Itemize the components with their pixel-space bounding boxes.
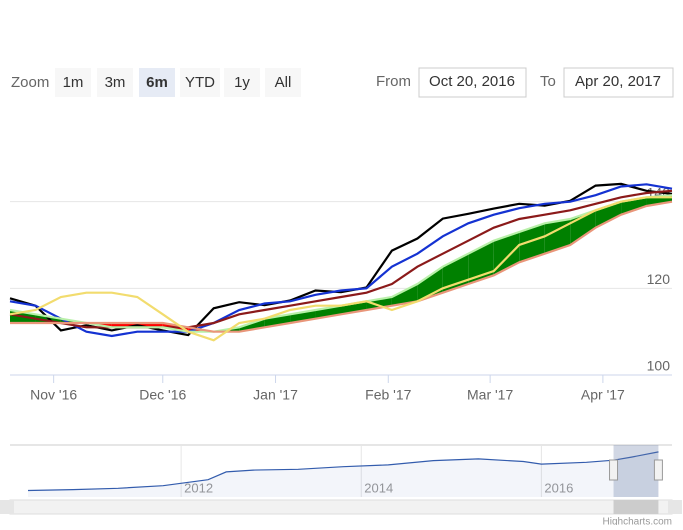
- to-input[interactable]: [563, 67, 674, 98]
- cloud-segment: [290, 310, 316, 323]
- credits[interactable]: Highcharts.com: [603, 517, 672, 528]
- x-tick-label: Nov '16: [30, 387, 77, 403]
- range-button[interactable]: [55, 68, 91, 97]
- to-label: To: [540, 73, 556, 90]
- x-tick-label: Dec '16: [139, 387, 186, 403]
- scrollbar-button[interactable]: [0, 500, 14, 514]
- range-button[interactable]: [265, 68, 301, 97]
- range-button[interactable]: [97, 68, 133, 97]
- series-line: [10, 200, 673, 333]
- cloud-segment: [391, 284, 418, 306]
- range-button-label[interactable]: 6m: [146, 74, 168, 91]
- range-button[interactable]: [180, 68, 220, 97]
- x-tick-label: Feb '17: [365, 387, 411, 403]
- navigator-area: [28, 451, 659, 497]
- zoom-label: Zoom: [11, 74, 49, 91]
- scrollbar-track[interactable]: [9, 499, 673, 515]
- navigator-mask[interactable]: [613, 445, 659, 497]
- range-button-label[interactable]: All: [275, 74, 292, 91]
- navigator-tick-label: 2016: [544, 480, 573, 495]
- navigator-handle[interactable]: [609, 459, 619, 481]
- range-button[interactable]: [139, 68, 175, 97]
- series-line: [9, 196, 672, 342]
- from-value[interactable]: Oct 20, 2016: [429, 73, 515, 90]
- from-label: From: [376, 73, 411, 90]
- x-tick-label: Apr '17: [581, 387, 625, 403]
- cloud-segment: [366, 297, 392, 310]
- range-button-label[interactable]: 1m: [63, 74, 84, 91]
- scrollbar-button[interactable]: [668, 500, 682, 514]
- navigator-line: [27, 451, 659, 492]
- range-button-label[interactable]: 3m: [105, 74, 126, 91]
- cloud-segment: [595, 201, 622, 228]
- y-tick-label: 100: [647, 358, 671, 374]
- from-input[interactable]: [418, 67, 527, 98]
- range-button-label[interactable]: 1y: [234, 74, 250, 91]
- navigator-handle[interactable]: [653, 459, 663, 481]
- range-button[interactable]: [224, 68, 260, 97]
- cloud-segment: [519, 223, 545, 263]
- navigator-tick-label: 2012: [184, 480, 213, 495]
- navigator-tick-label: 2014: [364, 480, 393, 495]
- range-button-label[interactable]: YTD: [185, 74, 215, 91]
- series-line: [9, 183, 673, 338]
- to-value[interactable]: Apr 20, 2017: [575, 73, 661, 90]
- x-tick-label: Mar '17: [467, 387, 513, 403]
- y-tick-label: 120: [647, 271, 671, 287]
- x-tick-label: Jan '17: [253, 387, 298, 403]
- scrollbar-thumb[interactable]: [613, 500, 659, 514]
